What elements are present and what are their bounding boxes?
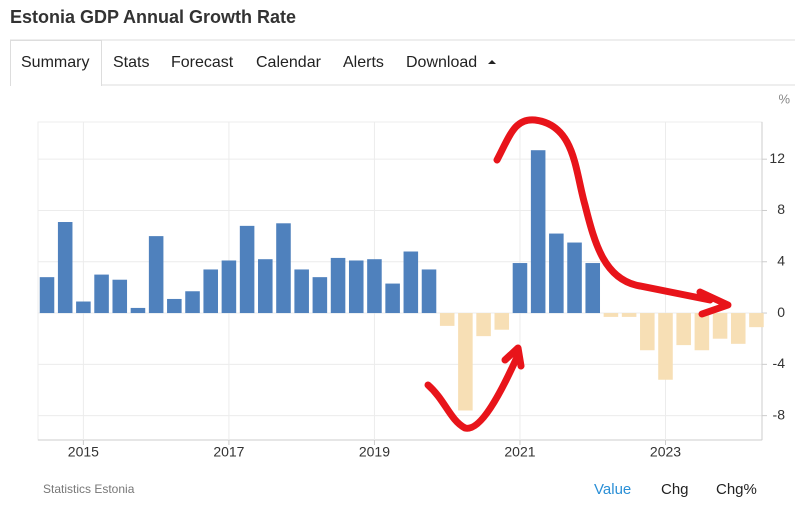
unit-label: % — [778, 91, 790, 106]
bar — [567, 242, 582, 314]
bar — [585, 263, 601, 314]
bar — [57, 222, 73, 314]
footer-button[interactable]: Value — [594, 481, 631, 498]
plot-area — [37, 121, 763, 441]
tab[interactable]: Calendar — [256, 54, 322, 71]
page-title: Estonia GDP Annual Growth Rate — [10, 7, 296, 27]
bar — [476, 313, 491, 337]
bar — [294, 269, 309, 314]
x-tick-label: 2017 — [213, 444, 244, 460]
bar — [712, 313, 728, 339]
arrowhead — [696, 288, 732, 318]
bar — [276, 223, 291, 314]
tab[interactable]: Forecast — [171, 54, 234, 71]
y-tick-label: -4 — [773, 355, 786, 371]
y-tick-label: 8 — [777, 201, 785, 217]
x-tick-label: 2021 — [504, 444, 535, 460]
bar — [221, 260, 237, 314]
bar — [167, 298, 182, 314]
source: Statistics Estonia — [43, 482, 135, 496]
tab[interactable]: Download — [406, 54, 477, 71]
tab[interactable]: Stats — [113, 54, 149, 71]
bar — [258, 259, 273, 314]
bar — [676, 313, 691, 346]
x-tick-label: 2015 — [68, 444, 99, 460]
bar — [694, 313, 710, 351]
bar — [348, 260, 364, 314]
bar — [385, 283, 400, 314]
bar — [312, 277, 328, 314]
y-tick-label: -8 — [773, 406, 786, 422]
arrowhead — [501, 344, 525, 370]
bar — [367, 259, 382, 314]
bar — [203, 269, 218, 314]
y-tick-label: 12 — [769, 150, 785, 166]
tab[interactable]: Alerts — [343, 54, 384, 71]
bar — [512, 263, 528, 314]
bar — [39, 277, 55, 314]
bar — [749, 313, 764, 328]
active-tab — [10, 40, 102, 86]
x-tick-label: 2023 — [650, 444, 681, 460]
dropdown-caret — [488, 60, 496, 64]
bar — [494, 313, 510, 330]
footer-button[interactable]: Chg — [661, 481, 689, 498]
tab[interactable]: Summary — [21, 54, 89, 71]
bar — [112, 279, 128, 314]
bar — [603, 313, 619, 317]
bar — [640, 313, 655, 351]
bar — [148, 236, 164, 314]
bar — [730, 313, 746, 344]
bar — [621, 313, 637, 317]
annotation-arrow — [493, 116, 714, 304]
bar — [658, 313, 673, 380]
bar — [403, 251, 419, 314]
bar — [94, 274, 109, 314]
bar — [239, 225, 255, 314]
y-tick-label: 4 — [777, 252, 785, 268]
bar — [458, 313, 473, 411]
bar — [530, 150, 546, 314]
footer-button[interactable]: Chg% — [716, 481, 757, 498]
y-tick-label: 0 — [777, 304, 785, 320]
bar — [185, 291, 200, 314]
bar — [549, 233, 564, 314]
bar — [439, 313, 455, 326]
bar — [76, 301, 91, 314]
bar — [130, 307, 146, 314]
bar — [330, 257, 346, 314]
x-tick-label: 2019 — [359, 444, 390, 460]
bar — [421, 269, 437, 314]
annotation-arrow — [424, 351, 522, 432]
